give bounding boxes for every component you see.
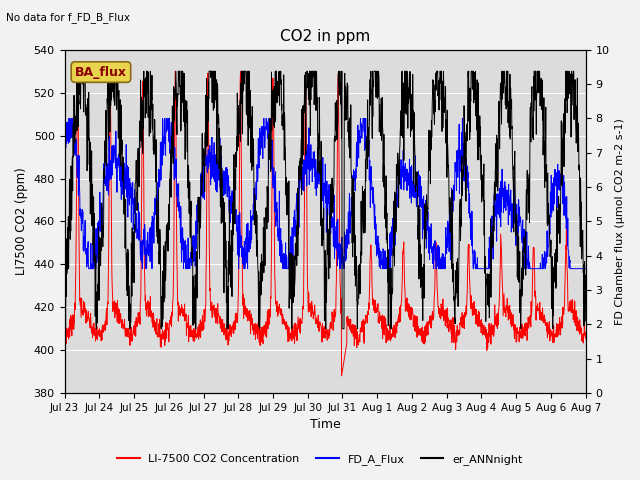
LI-7500 CO2 Concentration — [172, 68, 179, 74]
FD_A_Flux — [551, 167, 559, 172]
er_ANNnight — [335, 80, 343, 86]
Y-axis label: LI7500 CO2 (ppm): LI7500 CO2 (ppm) — [15, 168, 28, 276]
LI-7500 CO2 Concentration — [551, 334, 559, 340]
Text: No data for f_FD_B_Flux: No data for f_FD_B_Flux — [6, 12, 131, 23]
Line: LI-7500 CO2 Concentration: LI-7500 CO2 Concentration — [65, 71, 586, 376]
Title: CO2 in ppm: CO2 in ppm — [280, 29, 371, 44]
LI-7500 CO2 Concentration — [338, 373, 346, 379]
Line: er_ANNnight: er_ANNnight — [65, 71, 586, 329]
er_ANNnight — [193, 283, 201, 289]
er_ANNnight — [74, 68, 81, 74]
Text: BA_flux: BA_flux — [75, 66, 127, 79]
LI-7500 CO2 Concentration — [193, 332, 200, 338]
LI-7500 CO2 Concentration — [554, 332, 561, 338]
er_ANNnight — [230, 152, 238, 157]
FD_A_Flux — [230, 212, 238, 217]
FD_A_Flux — [66, 116, 74, 121]
LI-7500 CO2 Concentration — [582, 336, 589, 342]
FD_A_Flux — [193, 207, 201, 213]
FD_A_Flux — [250, 214, 258, 219]
er_ANNnight — [551, 272, 559, 277]
X-axis label: Time: Time — [310, 419, 340, 432]
FD_A_Flux — [335, 240, 343, 246]
LI-7500 CO2 Concentration — [230, 331, 237, 336]
er_ANNnight — [61, 304, 68, 310]
er_ANNnight — [250, 222, 258, 228]
FD_A_Flux — [554, 161, 561, 167]
er_ANNnight — [62, 326, 70, 332]
LI-7500 CO2 Concentration — [335, 169, 343, 175]
FD_A_Flux — [85, 266, 93, 272]
FD_A_Flux — [61, 135, 68, 141]
LI-7500 CO2 Concentration — [250, 322, 258, 328]
Line: FD_A_Flux: FD_A_Flux — [65, 119, 586, 269]
FD_A_Flux — [582, 266, 589, 272]
Legend: LI-7500 CO2 Concentration, FD_A_Flux, er_ANNnight: LI-7500 CO2 Concentration, FD_A_Flux, er… — [113, 450, 527, 469]
er_ANNnight — [554, 219, 561, 225]
Y-axis label: FD Chamber flux (μmol CO2 m-2 s-1): FD Chamber flux (μmol CO2 m-2 s-1) — [615, 118, 625, 325]
LI-7500 CO2 Concentration — [61, 323, 68, 329]
er_ANNnight — [582, 292, 589, 298]
